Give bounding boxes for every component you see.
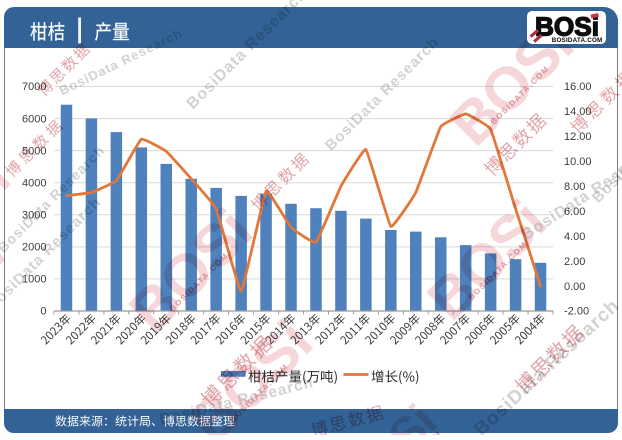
svg-text:14.00: 14.00 — [564, 106, 592, 118]
svg-text:3000: 3000 — [22, 210, 46, 222]
svg-text:12.00: 12.00 — [564, 131, 592, 143]
svg-text:5000: 5000 — [22, 145, 46, 157]
svg-text:4000: 4000 — [22, 177, 46, 189]
svg-text:2.00: 2.00 — [564, 256, 585, 268]
svg-text:7000: 7000 — [22, 81, 46, 93]
svg-text:8.00: 8.00 — [564, 181, 585, 193]
svg-text:6000: 6000 — [22, 113, 46, 125]
svg-text:4.00: 4.00 — [564, 231, 585, 243]
svg-text:1000: 1000 — [22, 274, 46, 286]
svg-text:-2.00: -2.00 — [564, 306, 589, 318]
svg-text:16.00: 16.00 — [564, 81, 592, 93]
svg-text:10.00: 10.00 — [564, 156, 592, 168]
svg-text:0.00: 0.00 — [564, 281, 585, 293]
svg-text:0: 0 — [40, 306, 46, 318]
svg-text:6.00: 6.00 — [564, 206, 585, 218]
svg-text:2000: 2000 — [22, 242, 46, 254]
